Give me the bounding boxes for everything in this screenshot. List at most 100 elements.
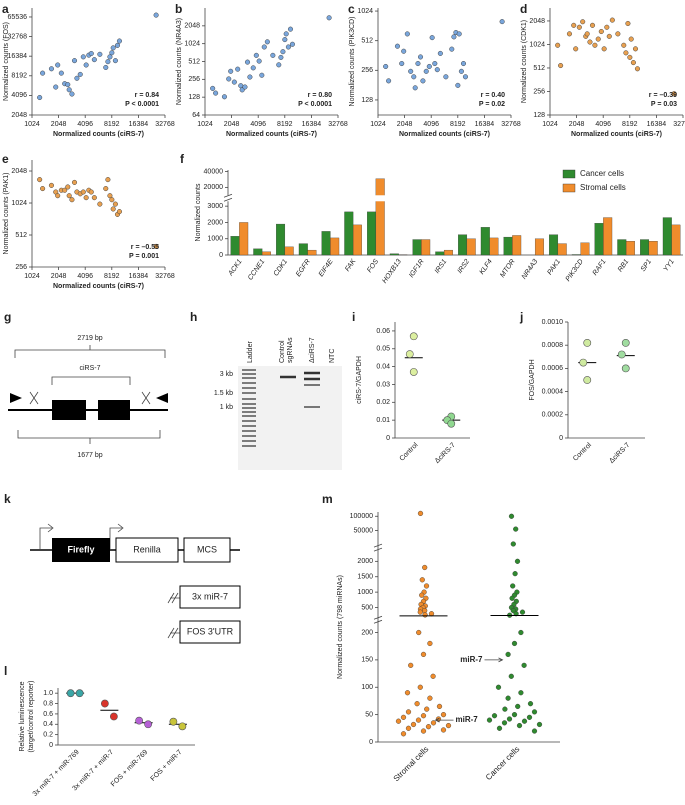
x-tick-label: RAF1 [592, 258, 608, 277]
point [555, 42, 561, 48]
x-tick-label: 16384 [129, 121, 149, 128]
gel-background [238, 366, 342, 470]
y-tick-label: 0.02 [376, 399, 390, 406]
point [88, 189, 94, 195]
panel-label: l [4, 664, 7, 678]
point [395, 718, 402, 724]
point [408, 68, 414, 74]
y-tick-label: 0 [559, 435, 563, 442]
box-label: 3x miR-7 [192, 591, 228, 601]
point [506, 716, 513, 722]
point [270, 52, 276, 58]
bar [503, 236, 513, 256]
point [527, 701, 534, 707]
y-tick-label: 1000 [207, 236, 223, 243]
axes [31, 160, 165, 268]
point [436, 703, 443, 710]
x-tick-label: 32768 [673, 121, 685, 128]
exon [52, 400, 86, 420]
point [153, 12, 159, 18]
y-axis-label: Normalized counts (NR4A3) [176, 18, 183, 105]
point [571, 22, 577, 28]
point [77, 71, 83, 77]
point [531, 728, 538, 734]
bar [284, 246, 294, 256]
box [179, 620, 241, 644]
point [576, 24, 582, 30]
point [65, 184, 71, 190]
box-label: Renilla [133, 544, 161, 554]
bar [298, 243, 308, 256]
x-tick-label: HOXB13 [381, 258, 403, 285]
bar [557, 243, 567, 256]
panel-label: h [190, 310, 197, 324]
size-label: 1.5 kb [214, 390, 233, 397]
point [244, 59, 251, 65]
point [399, 60, 405, 67]
x-tick-label: 32768 [501, 121, 521, 128]
x-axis-label: Normalized counts (ciRS-7) [399, 131, 490, 138]
bar [375, 178, 385, 256]
lane-label: Control [279, 340, 286, 363]
point [280, 49, 286, 55]
y-tick-label: 20000 [204, 184, 224, 191]
bar [489, 237, 499, 256]
x-tick-label: 16384 [302, 121, 322, 128]
y-tick-label: 40000 [204, 168, 224, 175]
point [536, 721, 543, 728]
point [53, 84, 59, 90]
annotation-arrow [484, 657, 504, 663]
y-tick-label: 65536 [8, 14, 28, 21]
point [287, 26, 294, 32]
y-tick-label: 2000 [357, 558, 373, 565]
point [116, 209, 123, 215]
point [617, 350, 626, 359]
point [135, 716, 144, 725]
x-tick-label: MTOR [499, 258, 516, 279]
point [221, 94, 228, 100]
point [107, 54, 113, 60]
point [584, 31, 590, 37]
point [235, 66, 241, 72]
point [518, 629, 524, 636]
point [48, 182, 55, 188]
point [615, 31, 621, 37]
bar [671, 224, 681, 256]
y-tick-label: 2048 [184, 23, 200, 30]
point [508, 513, 515, 519]
point [462, 74, 469, 80]
x-tick-label: NR4A3 [521, 258, 540, 281]
y-tick-label: 1.0 [43, 690, 53, 697]
bar [580, 242, 590, 256]
reporter-diagram: k Firefly Renilla MCS 3x miR-7 FOS 3'UTR [4, 492, 241, 644]
point [516, 722, 523, 729]
point [440, 712, 447, 718]
y-tick-label: 1024 [184, 41, 200, 48]
point [423, 583, 430, 589]
point [419, 577, 425, 583]
stat: P < 0.0001 [125, 101, 159, 108]
point [621, 364, 630, 373]
bar [412, 239, 422, 256]
y-axis-label: Normalized counts (798 miRNAs) [337, 575, 344, 679]
y-tick-label: 1000 [357, 589, 373, 596]
point [66, 87, 72, 93]
y-tick-label: 0.0010 [542, 319, 564, 326]
point [417, 510, 424, 517]
point [595, 36, 601, 42]
y-tick-label: 512 [361, 38, 373, 45]
x-tick-label: 4096 [77, 121, 93, 128]
point [429, 35, 435, 41]
point [437, 50, 443, 56]
point [210, 85, 216, 91]
point [505, 695, 511, 701]
size-label: 3 kb [220, 371, 233, 378]
y-tick-label: 200 [361, 629, 373, 636]
box [115, 537, 179, 563]
point [394, 43, 401, 49]
x-tick-label: 16384 [129, 273, 149, 280]
point [456, 31, 462, 37]
point [62, 187, 68, 193]
point [420, 651, 427, 658]
point [153, 243, 159, 249]
